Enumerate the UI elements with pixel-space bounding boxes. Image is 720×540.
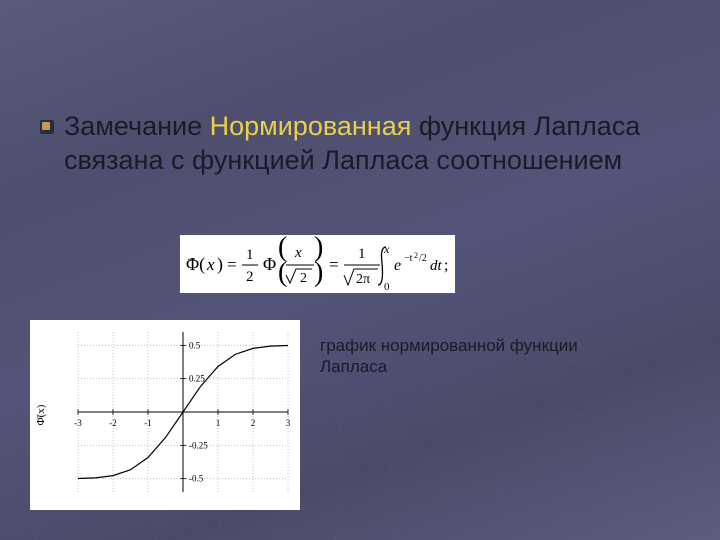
svg-text:2π: 2π <box>356 272 370 287</box>
svg-text:e: e <box>394 257 401 274</box>
svg-text:=: = <box>329 255 339 274</box>
svg-text:;: ; <box>444 257 448 274</box>
svg-text:1: 1 <box>246 247 254 263</box>
svg-text:x: x <box>294 245 302 261</box>
svg-text:2: 2 <box>300 271 307 286</box>
svg-text:-0.5: -0.5 <box>189 474 204 484</box>
svg-text:-0.25: -0.25 <box>189 440 208 450</box>
svg-text:1: 1 <box>216 418 221 428</box>
svg-text:2: 2 <box>246 269 254 285</box>
formula-box: _ Φ( x ) = 1 2 Φ ( ( x 2 ) ) = 1 <box>180 235 455 293</box>
svg-text:-1: -1 <box>144 418 152 428</box>
svg-text:x: x <box>206 255 215 274</box>
svg-text:2: 2 <box>414 251 418 260</box>
svg-text:1: 1 <box>358 246 366 262</box>
svg-text:Φ̄(x): Φ̄(x) <box>35 404 47 425</box>
heading-part1: Замечание <box>64 111 202 141</box>
heading-highlight: Нормированная <box>210 111 412 141</box>
svg-text:0.5: 0.5 <box>189 340 201 350</box>
svg-text:0.25: 0.25 <box>189 374 205 384</box>
svg-text:-2: -2 <box>109 418 117 428</box>
slide-content: Замечание Нормированная функция Лапласа … <box>0 0 720 540</box>
svg-text:-3: -3 <box>74 418 82 428</box>
graph-caption: график нормированной функции Лапласа <box>320 335 600 378</box>
svg-text:Φ(: Φ( <box>186 254 205 275</box>
svg-text:x: x <box>383 242 390 256</box>
formula-svg: _ Φ( x ) = 1 2 Φ ( ( x 2 ) ) = 1 <box>180 235 455 293</box>
bullet-item: Замечание Нормированная функция Лапласа … <box>40 110 680 178</box>
svg-text:/2: /2 <box>419 253 427 264</box>
graph-svg: -3 -2 -1 1 2 3 -0.5 -0.25 0.25 0.5 Φ̄(x) <box>30 320 300 510</box>
svg-text:3: 3 <box>286 418 291 428</box>
svg-text:=: = <box>227 255 237 274</box>
svg-text:): ) <box>217 254 223 275</box>
svg-text:Φ: Φ <box>263 254 276 274</box>
svg-text:0: 0 <box>384 281 390 293</box>
svg-text:(: ( <box>278 257 287 288</box>
bullet-icon <box>40 120 54 134</box>
svg-text:dt: dt <box>430 258 443 274</box>
svg-text:): ) <box>314 257 323 288</box>
heading-text: Замечание Нормированная функция Лапласа … <box>64 110 680 178</box>
svg-text:−t: −t <box>404 253 413 264</box>
graph-box: -3 -2 -1 1 2 3 -0.5 -0.25 0.25 0.5 Φ̄(x) <box>30 320 300 510</box>
svg-text:2: 2 <box>251 418 256 428</box>
